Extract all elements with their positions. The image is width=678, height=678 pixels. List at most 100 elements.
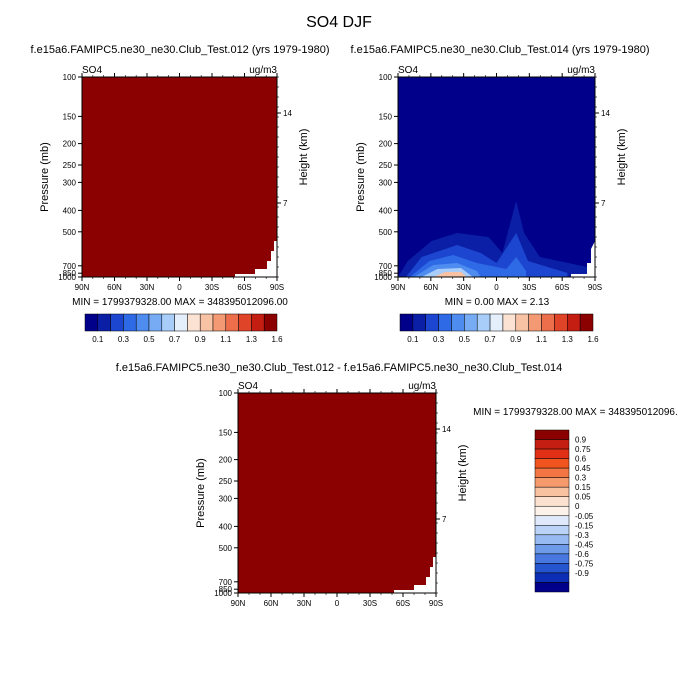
y-axis-title-right: Height (km)	[298, 129, 310, 186]
colorbar-swatch	[534, 515, 570, 526]
units-label: ug/m3	[567, 65, 595, 76]
y-right-tick-label: 7	[601, 199, 606, 208]
colorbar-swatch	[534, 563, 570, 574]
x-tick-label: 90S	[588, 283, 602, 292]
colorbar-label: -0.9	[575, 569, 589, 578]
colorbar-swatch	[534, 458, 570, 469]
x-tick-label: 60N	[423, 283, 438, 292]
colorbar-label: -0.45	[575, 540, 594, 549]
x-tick-label: 0	[177, 283, 182, 292]
y-tick-label: 200	[379, 140, 393, 149]
colorbar-label: 0	[575, 502, 580, 511]
colorbar-swatch	[534, 505, 570, 517]
colorbar-swatch	[534, 496, 570, 507]
x-tick-label: 30S	[363, 599, 377, 608]
colorbar-label: 1.6	[271, 335, 283, 344]
colorbar-swatch	[534, 467, 570, 478]
x-axis: 90N 60N 30N 0 30S 60S 90S	[391, 73, 602, 292]
y-right-tick-label: 7	[442, 515, 447, 524]
colorbar-label: 1.3	[562, 335, 574, 344]
y-tick-label: 300	[63, 178, 77, 187]
y-right-tick-label: 14	[442, 425, 451, 434]
y-tick-label: 100	[219, 389, 233, 398]
x-tick-label: 60N	[264, 599, 279, 608]
colorbar-label: 0.45	[575, 464, 591, 473]
variable-label: SO4	[398, 65, 418, 76]
colorbar-label: 0.7	[169, 335, 181, 344]
y-tick-label: 700	[219, 578, 233, 587]
x-tick-label: 30N	[140, 283, 155, 292]
y-axis-title-right: Height (km)	[457, 445, 469, 502]
colorbar: 0.1 0.3 0.5 0.7 0.9 1.1 1.3 1.6	[399, 313, 599, 344]
y-tick-label: 150	[63, 112, 77, 121]
x-tick-label: 60N	[107, 283, 122, 292]
colorbar-label: 0.9	[195, 335, 207, 344]
units-label: ug/m3	[249, 65, 277, 76]
colorbar-label: 0.3	[118, 335, 130, 344]
y-axis-title: Pressure (mb)	[355, 142, 367, 212]
colorbar-label: 0.75	[575, 445, 591, 454]
y-tick-label: 200	[63, 140, 77, 149]
x-axis: 90N 60N 30N 0 30S 60S 90S	[75, 73, 284, 292]
colorbar-label: -0.6	[575, 550, 589, 559]
y-axis-right: 14 7	[277, 76, 292, 278]
y-tick-label: 850	[379, 269, 393, 278]
x-axis: 90N 60N 30N 0 30S 60S 90S	[231, 389, 443, 608]
x-tick-label: 30S	[522, 283, 536, 292]
x-tick-label: 30N	[297, 599, 312, 608]
x-tick-label: 60S	[237, 283, 251, 292]
field-fill	[238, 393, 436, 593]
x-tick-label: 90N	[75, 283, 90, 292]
y-tick-label: 700	[379, 262, 393, 271]
units-label: ug/m3	[408, 381, 436, 392]
y-tick-label: 1000	[214, 589, 232, 598]
colorbar-label: 1.3	[246, 335, 258, 344]
contour-level-6	[433, 272, 467, 277]
colorbar-swatch	[534, 439, 570, 450]
y-tick-label: 250	[63, 161, 77, 170]
y-tick-label: 150	[219, 428, 233, 437]
x-tick-label: 0	[494, 283, 499, 292]
y-tick-label: 400	[219, 522, 233, 531]
x-tick-label: 90S	[429, 599, 443, 608]
figure-title: SO4 DJF	[306, 14, 372, 31]
y-right-tick-label: 14	[283, 109, 292, 118]
panel-3-title: f.e15a6.FAMIPC5.ne30_ne30.Club_Test.012 …	[115, 362, 563, 374]
y-tick-label: 850	[63, 269, 77, 278]
colorbar-label: -0.15	[575, 521, 594, 530]
variable-label: SO4	[82, 65, 102, 76]
colorbar-label: 0.15	[575, 483, 591, 492]
colorbar-label: 0.7	[485, 335, 497, 344]
colorbar-swatch	[534, 582, 570, 593]
y-tick-label: 100	[63, 73, 77, 82]
colorbar-swatch	[534, 477, 570, 488]
x-tick-label: 0	[335, 599, 340, 608]
colorbar-swatch	[534, 534, 570, 545]
colorbar-label: 0.1	[407, 335, 419, 344]
colorbar-label: 1.1	[220, 335, 232, 344]
colorbar-swatch	[263, 313, 278, 332]
colorbar-swatch	[534, 553, 570, 564]
colorbar-label: 0.3	[433, 335, 445, 344]
x-tick-label: 60S	[555, 283, 569, 292]
colorbar-swatch	[534, 525, 570, 536]
colorbar-label: -0.05	[575, 512, 594, 521]
plot-area	[81, 76, 278, 278]
x-tick-label: 60S	[396, 599, 410, 608]
y-axis-title-right: Height (km)	[616, 129, 628, 186]
x-tick-label: 30S	[205, 283, 219, 292]
colorbar-swatch	[579, 313, 594, 332]
colorbar-label: -0.3	[575, 531, 589, 540]
colorbar-label: 0.5	[143, 335, 155, 344]
colorbar-label: 0.3	[575, 474, 587, 483]
y-tick-label: 250	[219, 477, 233, 486]
y-axis-right: 14 7	[595, 76, 610, 278]
y-tick-label: 500	[379, 228, 393, 237]
panel-3-stats: MIN = 1799379328.00 MAX = 348395012096.0…	[473, 407, 678, 418]
colorbar-label: 1.6	[587, 335, 599, 344]
panel-1-stats: MIN = 1799379328.00 MAX = 348395012096.0…	[72, 297, 288, 308]
